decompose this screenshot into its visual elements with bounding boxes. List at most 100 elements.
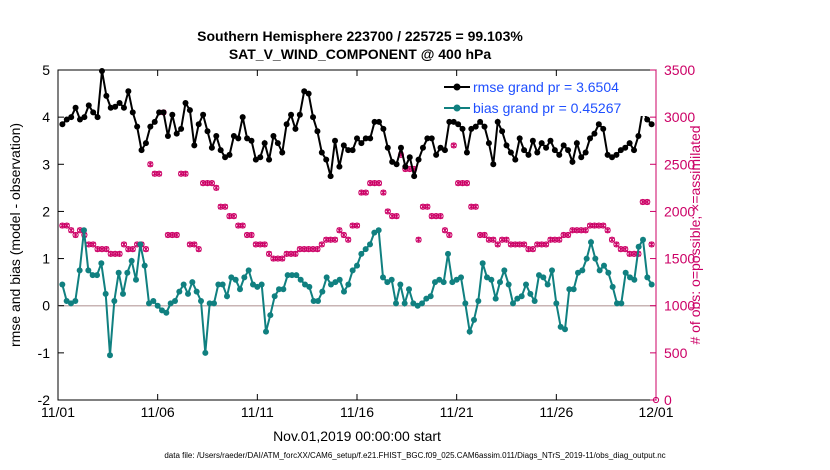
obs-possible-point	[415, 236, 422, 243]
bias-point	[644, 274, 651, 281]
rmse-point	[551, 147, 558, 154]
obs-assimilated-point	[565, 232, 571, 238]
bias-point	[393, 300, 399, 307]
obs-possible-point	[59, 222, 66, 229]
obs-assimilated-point	[319, 241, 325, 248]
rmse-point	[604, 151, 611, 158]
bias-point	[505, 281, 512, 288]
x-tick-label: 11/26	[539, 404, 573, 420]
obs-possible-point	[353, 222, 361, 229]
bias-point	[380, 274, 386, 281]
obs-assimilated-point	[486, 236, 492, 243]
bias-point	[323, 274, 330, 281]
obs-possible-point	[538, 241, 545, 248]
obs-assimilated-point	[415, 236, 422, 243]
obs-assimilated-point	[464, 180, 470, 186]
obs-assimilated-point	[64, 222, 70, 229]
y-tick-label-left: 4	[42, 109, 50, 125]
obs-assimilated-point	[446, 232, 453, 238]
obs-possible-point	[542, 241, 550, 248]
bias-point	[237, 286, 243, 293]
rmse-point	[208, 144, 215, 151]
y-tick-label-right: 2500	[664, 156, 695, 172]
obs-possible-point	[604, 227, 611, 234]
bias-point	[280, 286, 287, 293]
rmse-point	[367, 135, 374, 142]
bias-point	[592, 255, 599, 262]
obs-assimilated-point	[310, 246, 316, 252]
bias-point	[583, 255, 590, 262]
obs-possible-point	[129, 246, 136, 253]
obs-assimilated-point	[147, 161, 154, 168]
obs-possible-point	[613, 241, 620, 248]
obs-possible-point	[446, 231, 453, 239]
obs-assimilated-point	[525, 246, 532, 252]
obs-possible-point	[384, 208, 391, 215]
obs-possible-point	[125, 246, 132, 253]
obs-assimilated-point	[622, 246, 628, 252]
rmse-point	[393, 161, 400, 168]
obs-possible-point	[314, 246, 321, 253]
obs-possible-point	[551, 236, 558, 243]
obs-assimilated-point	[121, 241, 127, 248]
bias-point	[284, 272, 291, 279]
rmse-point	[85, 102, 92, 109]
rmse-point	[200, 111, 207, 118]
rmse-point	[90, 109, 97, 116]
rmse-point	[204, 128, 211, 135]
obs-possible-point	[243, 231, 251, 239]
obs-assimilated-point	[459, 180, 466, 186]
rmse-point	[288, 111, 295, 118]
obs-possible-point	[622, 246, 629, 253]
obs-assimilated-point	[59, 222, 66, 229]
obs-assimilated-point	[165, 232, 171, 238]
obs-assimilated-point	[644, 199, 650, 205]
rmse-point	[525, 151, 532, 158]
obs-assimilated-point	[472, 203, 479, 210]
bias-point	[471, 316, 477, 323]
obs-assimilated-point	[530, 246, 536, 252]
obs-assimilated-point	[253, 241, 259, 248]
obs-assimilated-point	[195, 246, 202, 252]
rmse-point	[94, 114, 101, 121]
rmse-point	[178, 125, 185, 132]
x-tick-label: 11/06	[141, 404, 175, 420]
bias-point	[397, 281, 404, 288]
y-tick-label-left: -2	[38, 392, 51, 408]
rmse-point	[310, 114, 317, 121]
obs-possible-point	[591, 222, 598, 229]
plot-area	[57, 69, 657, 401]
obs-assimilated-point	[90, 241, 96, 248]
rmse-point	[160, 109, 167, 116]
bias-point	[263, 328, 269, 335]
obs-possible-point	[564, 231, 572, 239]
obs-possible-point	[375, 180, 383, 187]
rmse-point	[81, 114, 88, 121]
obs-assimilated-point	[596, 222, 602, 229]
obs-assimilated-point	[354, 222, 360, 229]
y-tick-label-left: 3	[42, 156, 50, 172]
obs-possible-point	[270, 255, 277, 262]
obs-assimilated-point	[626, 251, 633, 257]
rmse-point	[235, 135, 242, 142]
rmse-point	[314, 128, 321, 135]
obs-assimilated-point	[424, 203, 431, 210]
bias-point	[475, 298, 482, 304]
obs-assimilated-point	[112, 251, 118, 257]
y-axis-label-left: rmse and bias (model - observation)	[7, 123, 23, 347]
obs-assimilated-point	[552, 236, 558, 243]
bias-point	[640, 236, 646, 243]
bias-point	[276, 286, 282, 293]
rmse-point	[547, 137, 554, 144]
rmse-point	[98, 67, 105, 74]
bias-point	[648, 281, 655, 288]
y-tick-label-left: 5	[42, 62, 50, 78]
rmse-point	[375, 118, 382, 125]
obs-possible-point	[68, 227, 75, 234]
rmse-point	[635, 133, 642, 139]
obs-possible-point	[600, 222, 607, 229]
rmse-point	[468, 125, 475, 132]
rmse-point	[556, 151, 563, 158]
rmse-point	[433, 151, 440, 158]
